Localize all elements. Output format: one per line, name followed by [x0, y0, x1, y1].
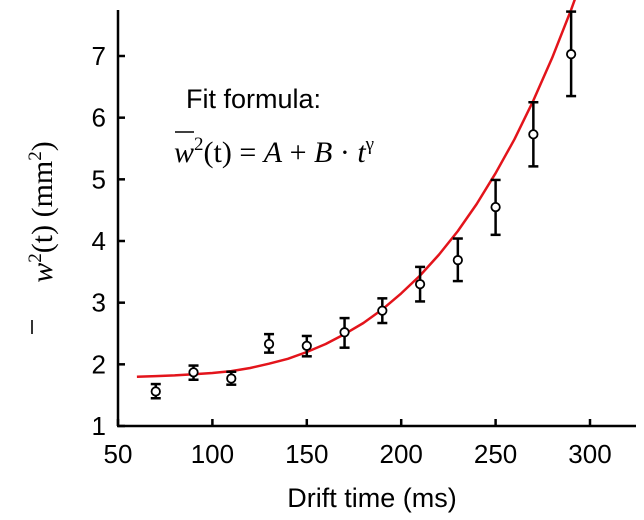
data-point [188, 367, 199, 378]
fit-curve [136, 0, 576, 378]
data-point [263, 338, 275, 350]
data-point [301, 340, 312, 351]
data-point-group [566, 10, 577, 98]
fit-formula: w2(t) = A + B · tγ [174, 134, 374, 169]
data-point [452, 255, 463, 266]
formula-paren: (t) = [204, 136, 264, 169]
formula-plus: + [282, 136, 314, 169]
formula-w-exponent: 2 [194, 134, 204, 155]
x-tick-label-100: 100 [191, 439, 234, 469]
y-tick-label-5: 5 [92, 164, 106, 194]
ticks: 50 100 150 200 250 300 1 2 3 4 5 6 7 [92, 41, 612, 469]
y-axis-title-unit-close: ) [26, 141, 59, 151]
x-tick-label-200: 200 [380, 439, 423, 469]
y-axis-title-symbol: w [26, 263, 59, 283]
formula-t: t [357, 136, 366, 169]
formula-A: A [262, 136, 283, 169]
y-tick-label-2: 2 [92, 349, 106, 379]
axes [116, 10, 636, 428]
y-axis-title-exponent: 2 [25, 253, 46, 263]
x-axis-title: Drift time (ms) [287, 483, 456, 513]
y-tick-label-4: 4 [92, 226, 106, 256]
y-tick-label-7: 7 [92, 41, 106, 71]
y-tick-label-3: 3 [92, 288, 106, 318]
data-point-group [188, 364, 199, 381]
data-point-group [377, 297, 388, 325]
data-point [414, 279, 426, 290]
y-tick-label-6: 6 [92, 103, 106, 133]
formula-B: B [314, 136, 332, 169]
formula-dot: · [332, 136, 357, 169]
data-point-group [301, 334, 312, 358]
data-point [566, 49, 577, 60]
data-point [150, 386, 161, 397]
y-axis-title-argument: (t) [26, 225, 59, 253]
data-point-group [150, 382, 161, 400]
data-point-group [339, 316, 350, 349]
x-tick-label-150: 150 [285, 439, 328, 469]
y-tick-label-1: 1 [92, 411, 106, 441]
data-point [528, 129, 539, 140]
x-tick-label-250: 250 [474, 439, 517, 469]
data-point [339, 327, 350, 338]
points-layer [150, 10, 577, 400]
x-tick-label-300: 300 [568, 439, 611, 469]
data-point-group [414, 265, 426, 303]
data-point-group [528, 101, 539, 168]
data-point [490, 201, 501, 213]
data-point-group [263, 332, 275, 354]
formula-w: w [174, 136, 194, 169]
formula-gamma: γ [365, 134, 374, 155]
y-axis-title-unit: (mm [26, 161, 59, 225]
fit-layer [136, 0, 576, 378]
data-point [377, 305, 388, 316]
y-axis-title-unit-exponent: 2 [25, 151, 46, 161]
data-point-group [490, 178, 501, 237]
x-tick-label-50: 50 [104, 439, 133, 469]
data-point-group [452, 237, 463, 283]
y-axis-title: w2(t) (mm2) [25, 141, 59, 283]
fit-formula-label: Fit formula: [186, 84, 321, 114]
data-point [226, 373, 237, 384]
data-point-group [226, 370, 237, 386]
